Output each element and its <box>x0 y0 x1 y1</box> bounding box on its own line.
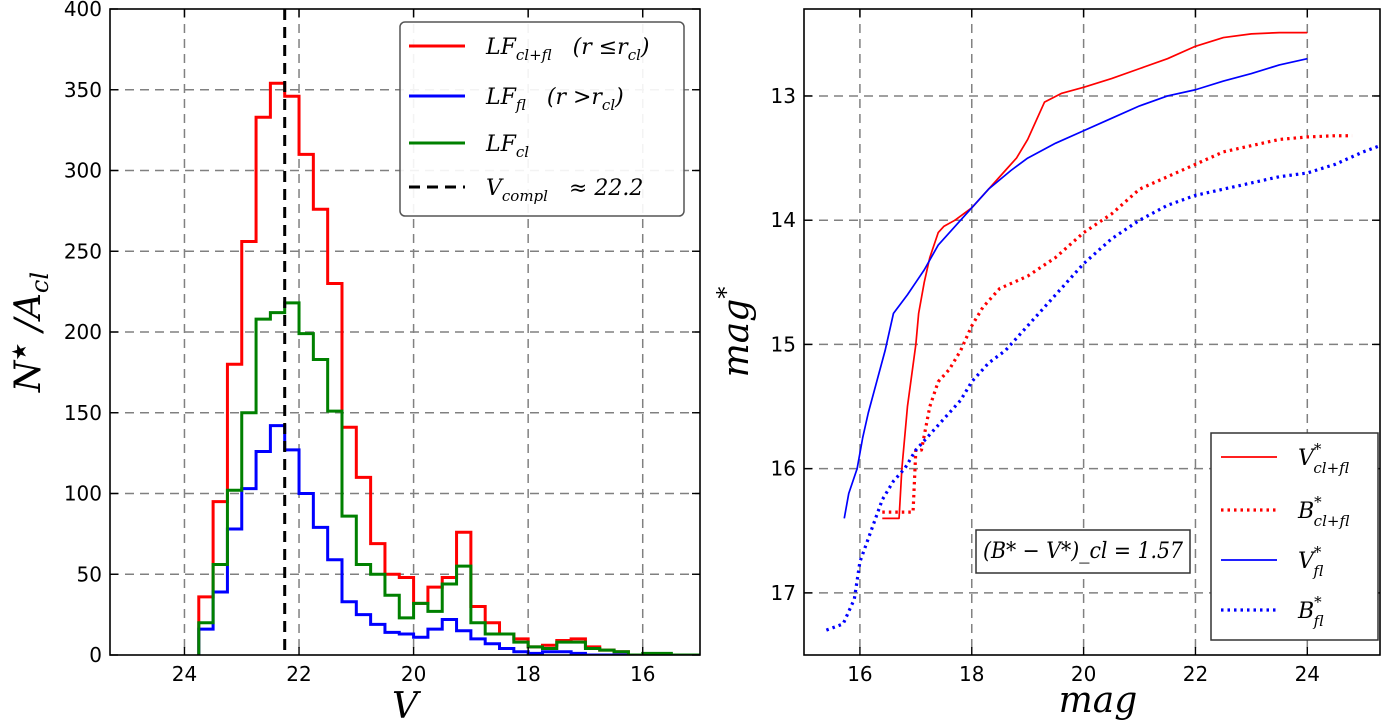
histogram-frame <box>109 8 701 656</box>
magnitude-y-tick-label: 17 <box>771 581 796 605</box>
histogram-legend-box <box>399 21 685 217</box>
magnitude-curve-3 <box>825 144 1380 632</box>
annotation-text: (B* − V*)_cl = 1.57 <box>983 539 1183 564</box>
magnitude-legend-box <box>1210 432 1379 641</box>
annotation-box <box>975 529 1191 574</box>
histogram-y-tick-label: 0 <box>89 643 102 667</box>
histogram-x-tick-label: 18 <box>515 662 540 686</box>
histogram-legend-label: LFfl (r >rcl) <box>485 85 624 114</box>
histogram-panel: 24 22 20 18 16 0 50 100 150 200 250 300 350 400 V N★ … <box>7 0 701 721</box>
magnitude-y-tick-label: 13 <box>771 84 796 108</box>
histogram-y-tick-label: 350 <box>64 78 102 102</box>
magnitude-curve-0 <box>882 31 1308 520</box>
histogram-legend-label: LFcl+fl (r ≤rcl) <box>485 35 649 64</box>
magnitude-legend-label: B* cl+fl <box>1297 493 1349 530</box>
magnitude-x-tick-label: 22 <box>1183 662 1208 686</box>
histogram-y-tick-label: 200 <box>64 320 102 344</box>
histogram-y-tick-label: 250 <box>64 239 102 263</box>
magnitude-frame <box>803 8 1381 656</box>
magnitude-curve-1 <box>882 134 1353 514</box>
magnitude-x-tick-label: 20 <box>1071 662 1096 686</box>
magnitude-legend-label: V* cl+fl <box>1298 440 1349 477</box>
histogram-legend: LFcl+fl (r ≤rcl) LFfl (r >rcl) LFcl Vcompl … <box>399 21 685 217</box>
magnitude-x-tick-label: 24 <box>1295 662 1320 686</box>
magnitude-x-tick-label: 18 <box>959 662 984 686</box>
histogram-y-tick-label: 400 <box>64 0 102 21</box>
magnitude-y-axis-label: mag* <box>712 287 757 378</box>
magnitude-y-tick-label: 14 <box>771 208 796 232</box>
histogram-x-tick-label: 16 <box>630 662 655 686</box>
magnitude-legend: V* cl+fl B* cl+fl V* fl B* fl <box>1210 432 1379 641</box>
histogram-ticks: 24 22 20 18 16 0 50 100 150 200 250 300 350 400 <box>64 0 700 686</box>
magnitude-curve-2 <box>843 57 1308 519</box>
magnitude-panel: 16 18 20 22 24 13 14 15 16 17 mag mag* (B* − V*)_… <box>712 8 1381 721</box>
histogram-x-tick-label: 22 <box>286 662 311 686</box>
magnitude-legend-label: V* fl <box>1298 543 1323 580</box>
magnitude-x-tick-label: 16 <box>847 662 872 686</box>
histogram-step-line-2 <box>197 301 700 655</box>
magnitude-x-axis-label: mag <box>1059 680 1138 721</box>
magnitude-legend-label: B* fl <box>1297 593 1324 630</box>
histogram-legend-label: LFcl <box>485 132 529 161</box>
histogram-y-tick-label: 50 <box>77 562 102 586</box>
histogram-step-line-1 <box>197 424 700 655</box>
magnitude-ticks: 16 18 20 22 24 13 14 15 16 17 <box>771 9 1380 686</box>
histogram-y-tick-label: 100 <box>64 482 102 506</box>
histogram-x-axis-label: V <box>392 686 422 721</box>
histogram-y-tick-label: 150 <box>64 401 102 425</box>
histogram-x-tick-label: 24 <box>172 662 197 686</box>
magnitude-y-tick-label: 16 <box>771 457 796 481</box>
color-index-annotation: (B* − V*)_cl = 1.57 <box>975 529 1191 574</box>
histogram-y-tick-label: 300 <box>64 159 102 183</box>
magnitude-series <box>825 31 1380 632</box>
histogram-y-axis-label: N★ /Acl <box>7 272 54 393</box>
histogram-legend-label: Vcompl ≈ 22.2 <box>486 176 643 205</box>
histogram-series <box>197 9 700 655</box>
magnitude-y-tick-label: 15 <box>771 332 796 356</box>
histogram-x-tick-label: 20 <box>401 662 426 686</box>
